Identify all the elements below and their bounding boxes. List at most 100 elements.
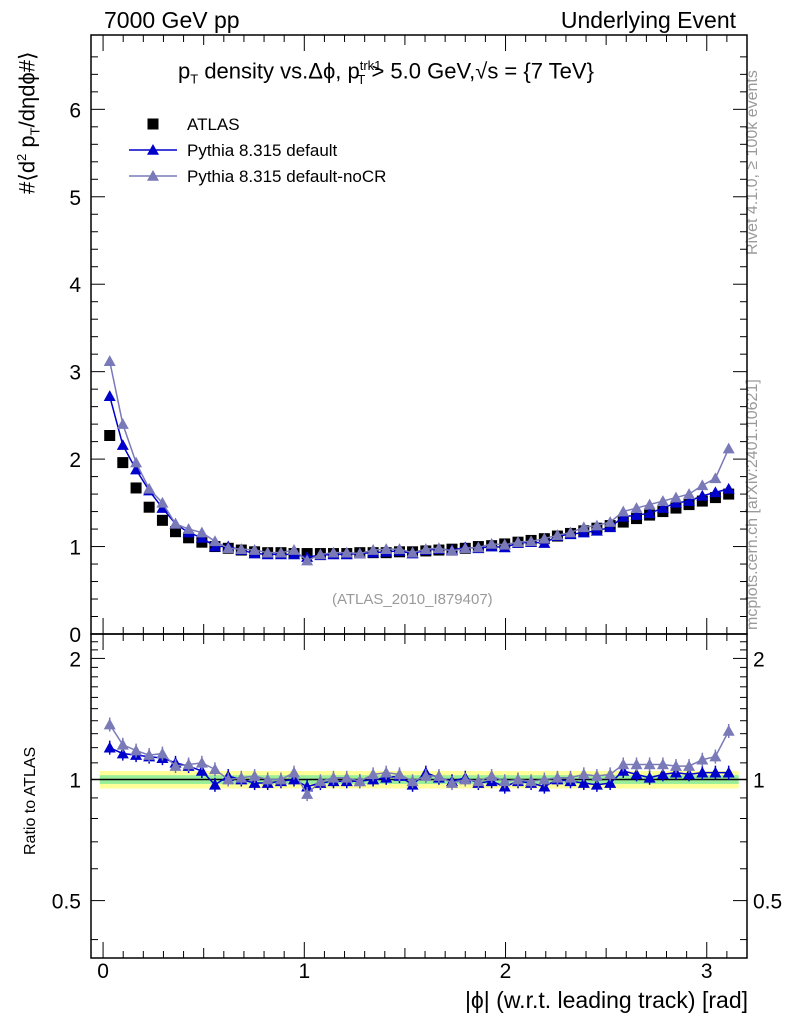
ratio-data-point: [103, 741, 116, 753]
legend-label: Pythia 8.315 default: [187, 141, 338, 160]
main-y-tick-label: 2: [69, 449, 81, 472]
x-axis-label: |ϕ| (w.r.t. leading track) [rad]: [464, 987, 748, 1013]
ratio-y-tick-label: 1: [69, 770, 81, 793]
title-sub-t2: T: [357, 71, 366, 87]
data-point: [130, 456, 143, 468]
ratio-data-point: [472, 775, 485, 787]
legend-label: Pythia 8.315 default-noCR: [187, 167, 386, 186]
data-point: [288, 544, 301, 555]
ratio-y-tick-label-right: 0.5: [753, 891, 782, 914]
ratio-data-point: [604, 777, 617, 788]
ratio-data-point: [261, 773, 274, 785]
ratio-data-point: [235, 771, 248, 783]
ratio-y-tick-label: 0.5: [52, 891, 81, 914]
ratio-data-point: [432, 770, 445, 781]
data-point: [130, 463, 143, 475]
ratio-data-point: [143, 749, 156, 760]
data-point: [670, 502, 682, 514]
ratio-data-point: [130, 744, 143, 756]
ratio-data-point: [630, 758, 643, 770]
data-point: [683, 495, 696, 506]
ratio-data-point: [696, 753, 709, 765]
data-point: [116, 439, 129, 450]
ratio-data-point: [683, 768, 696, 780]
ratio-data-point: [367, 768, 380, 780]
x-tick-label: 3: [701, 960, 713, 983]
data-point: [472, 541, 485, 553]
ratio-data-point: [617, 758, 630, 770]
data-point: [143, 482, 156, 494]
title-mid: density vs.Δϕ, p: [198, 58, 360, 84]
data-point: [116, 418, 129, 429]
data-point: [183, 532, 195, 544]
ratio-data-point: [525, 775, 538, 787]
data-point: [314, 548, 327, 560]
data-point: [419, 543, 432, 554]
data-point: [195, 526, 208, 538]
data-point: [143, 501, 155, 513]
data-point: [498, 538, 511, 550]
ratio-data-point: [683, 760, 696, 771]
legend-marker-triangle: [147, 144, 159, 155]
data-point: [406, 546, 419, 558]
ratio-data-point: [656, 758, 669, 770]
ratio-data-point: [314, 775, 327, 787]
ratio-data-point: [380, 766, 393, 778]
data-point: [590, 519, 603, 531]
header-right-label: Underlying Event: [560, 7, 736, 33]
analysis-watermark: (ATLAS_2010_I879407): [332, 591, 493, 608]
title-sup-trk: trk1: [359, 58, 382, 73]
ratio-data-point: [288, 766, 301, 778]
legend-marker-triangle: [147, 170, 159, 181]
ratio-data-point: [643, 758, 656, 770]
data-point: [274, 546, 287, 558]
data-point: [656, 502, 669, 513]
data-point: [630, 502, 643, 513]
data-point: [169, 517, 182, 529]
ratio-y-tick-label: 2: [69, 648, 81, 671]
ratio-data-point: [406, 775, 419, 787]
main-y-tick-label: 4: [69, 274, 81, 297]
data-point: [696, 495, 708, 507]
data-point: [248, 544, 261, 555]
data-point: [525, 535, 538, 547]
data-point: [235, 543, 248, 554]
ratio-data-point: [538, 773, 551, 785]
data-point: [643, 507, 656, 519]
ratio-data-point: [630, 768, 643, 780]
ratio-data-point: [274, 773, 287, 785]
data-point: [103, 390, 116, 401]
ratio-data-point: [195, 756, 208, 768]
ratio-data-point: [459, 773, 472, 785]
ratio-data-point: [643, 771, 656, 783]
x-tick-label: 0: [97, 960, 109, 983]
ratio-data-point: [577, 777, 590, 788]
ratio-data-point: [564, 771, 577, 783]
ratio-data-point: [116, 747, 129, 759]
data-point: [156, 496, 169, 508]
ratio-data-point: [590, 770, 603, 781]
ratio-data-point: [327, 771, 340, 783]
ratio-data-point: [195, 764, 208, 776]
ratio-data-point: [656, 768, 669, 780]
series-2: [103, 355, 735, 566]
ratio-data-point: [393, 768, 406, 780]
data-point: [722, 442, 735, 454]
data-point: [117, 457, 129, 469]
header-left-label: 7000 GeV pp: [104, 7, 240, 33]
ratio-data-point: [208, 778, 221, 790]
data-point: [130, 482, 142, 494]
title-tail: > 5.0 GeV,√s = {7 TeV}: [365, 58, 594, 84]
ratio-data-point: [551, 771, 564, 783]
data-point: [170, 526, 182, 538]
ratio-data-point: [116, 738, 129, 750]
main-y-tick-label: 0: [69, 624, 81, 647]
data-point: [261, 546, 274, 558]
data-point: [630, 509, 643, 520]
title-sub-t: T: [190, 71, 199, 87]
data-point: [656, 495, 669, 506]
ratio-data-point: [419, 770, 432, 781]
legend-label: ATLAS: [187, 115, 240, 134]
ratio-data-point: [301, 788, 314, 799]
chart-title: pT density vs.Δϕ, ptrk1T > 5.0 GeV,√s = …: [178, 58, 594, 87]
